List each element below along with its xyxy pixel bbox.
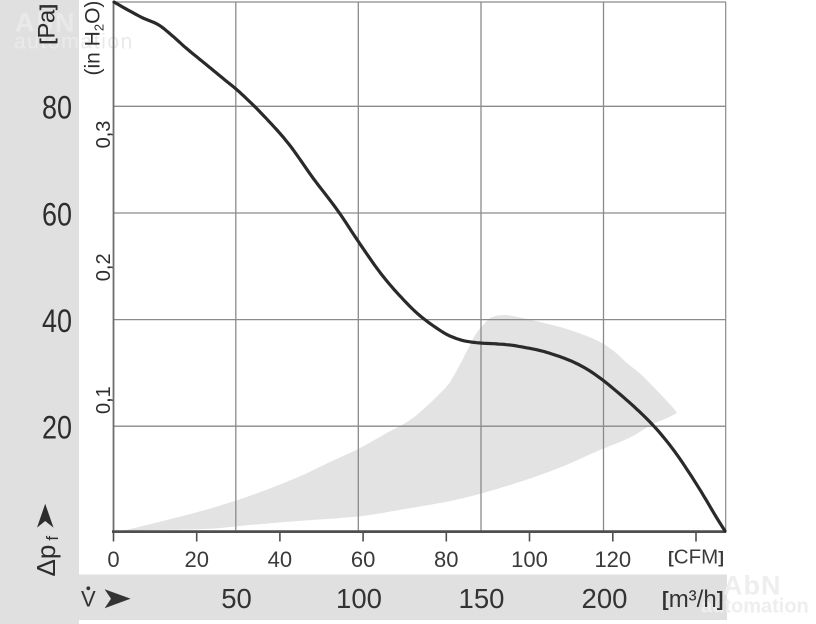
svg-text:AbN: AbN — [723, 571, 782, 601]
svg-text:150: 150 — [459, 583, 505, 614]
svg-text:60: 60 — [351, 547, 375, 572]
svg-text:200: 200 — [582, 583, 628, 614]
svg-text:0: 0 — [107, 547, 119, 572]
svg-text:0,2: 0,2 — [93, 253, 115, 281]
svg-text:40: 40 — [42, 303, 72, 339]
svg-text:20: 20 — [184, 547, 208, 572]
svg-text:AbN: AbN — [15, 7, 77, 37]
svg-text:[Pa]: [Pa] — [33, 4, 60, 44]
svg-text:100: 100 — [336, 583, 382, 614]
svg-text:(in H2O): (in H2O) — [82, 1, 107, 76]
svg-text:50: 50 — [221, 583, 252, 614]
svg-text:40: 40 — [268, 547, 292, 572]
svg-text:20: 20 — [42, 410, 72, 446]
svg-text:[m³/h]: [m³/h] — [662, 586, 723, 613]
svg-text:80: 80 — [434, 547, 458, 572]
svg-text:[CFM]: [CFM] — [668, 546, 724, 569]
svg-text:0,1: 0,1 — [93, 386, 115, 414]
svg-text:V: V — [81, 587, 96, 612]
svg-text:automation: automation — [14, 31, 134, 54]
svg-text:automation: automation — [701, 596, 809, 618]
svg-text:100: 100 — [511, 547, 548, 572]
svg-text:60: 60 — [42, 196, 72, 232]
svg-text:0,3: 0,3 — [93, 121, 115, 149]
svg-text:120: 120 — [594, 547, 631, 572]
svg-text:80: 80 — [42, 90, 72, 126]
